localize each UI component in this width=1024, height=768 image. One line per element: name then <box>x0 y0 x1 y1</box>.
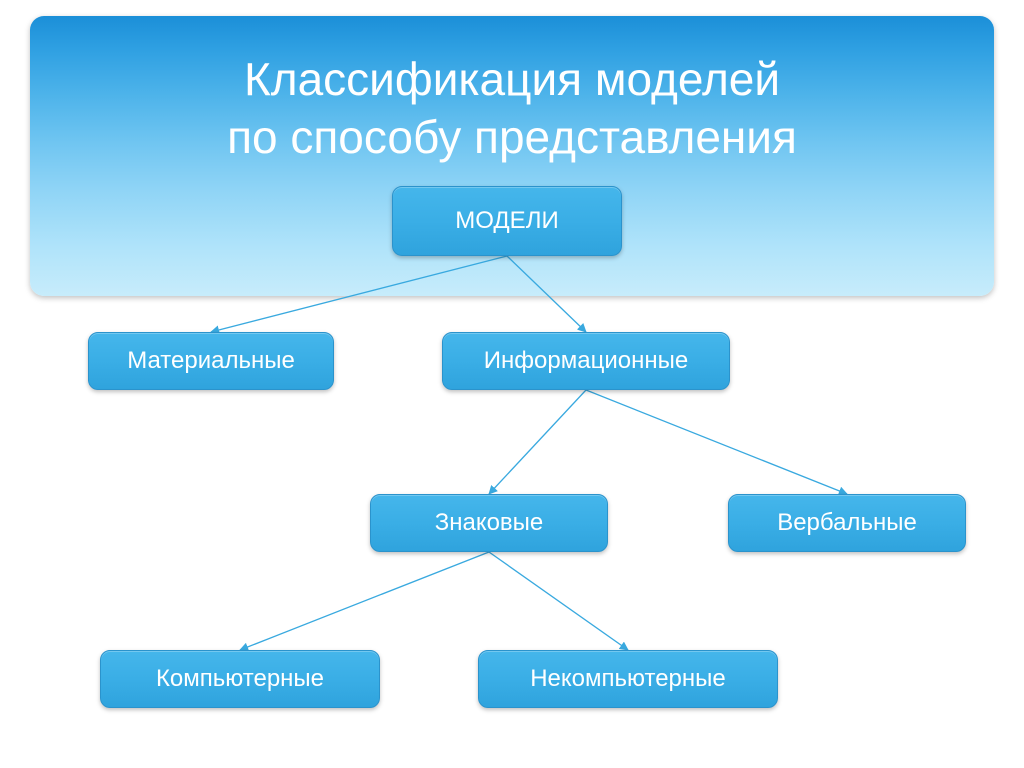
node-computer: Компьютерные <box>100 650 380 708</box>
node-verbal-label: Вербальные <box>777 509 917 537</box>
node-root-label: МОДЕЛИ <box>455 207 558 235</box>
node-computer-label: Компьютерные <box>156 665 324 693</box>
title-line-1: Классификация моделей <box>30 52 994 107</box>
node-sign-label: Знаковые <box>435 509 544 537</box>
node-sign: Знаковые <box>370 494 608 552</box>
node-noncomputer-label: Некомпьютерные <box>530 665 726 693</box>
node-information: Информационные <box>442 332 730 390</box>
title-line-2: по способу представления <box>30 110 994 165</box>
node-material: Материальные <box>88 332 334 390</box>
node-verbal: Вербальные <box>728 494 966 552</box>
node-root: МОДЕЛИ <box>392 186 622 256</box>
edge-info-verb <box>586 390 847 494</box>
edge-info-sign <box>489 390 586 494</box>
node-information-label: Информационные <box>484 347 688 375</box>
edge-sign-ncomp <box>489 552 628 650</box>
node-material-label: Материальные <box>127 347 295 375</box>
node-noncomputer: Некомпьютерные <box>478 650 778 708</box>
edge-sign-comp <box>240 552 489 650</box>
